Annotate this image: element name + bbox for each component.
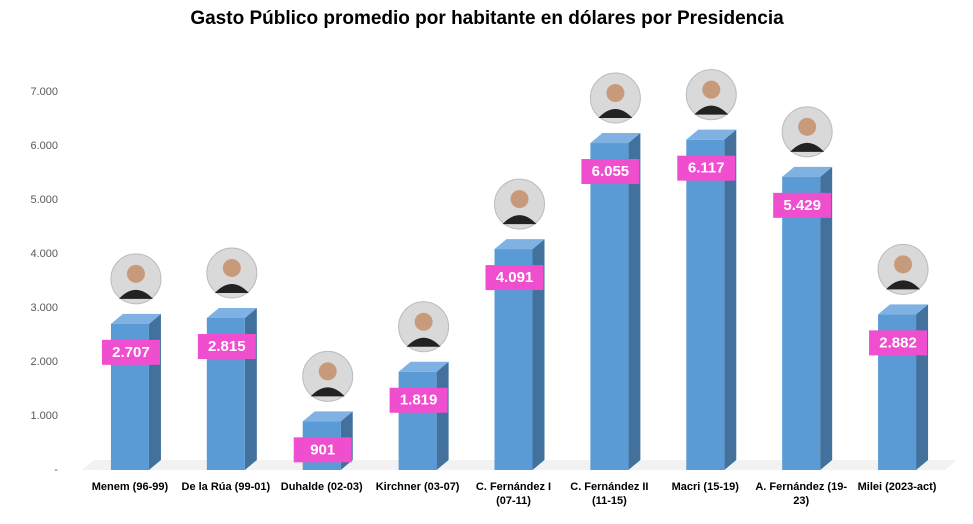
x-tick-label: Milei (2023-act) [857,481,937,493]
portrait-body [694,105,729,115]
y-tick-label: - [54,464,58,476]
bar-top [302,411,353,422]
bar-side [628,133,641,470]
x-tick-label: Kirchner (03-07) [375,481,460,493]
portrait-body [790,142,825,152]
bar [590,143,629,470]
bar-top [878,304,929,315]
portrait-head [606,84,625,103]
portrait [398,301,450,353]
portrait-head [318,362,337,381]
portrait-body [598,109,633,119]
value-label: 4.091 [496,269,534,286]
x-tick-label: Macri (15-19) [671,481,739,493]
y-tick-label: 2.000 [30,356,58,368]
chart-title: Gasto Público promedio por habitante en … [190,8,784,29]
x-tick-label: De la Rúa (99-01) [181,481,271,493]
value-label: 1.819 [400,392,438,409]
y-tick-label: 7.000 [30,86,58,98]
portrait-body [502,215,537,225]
bar-top [398,361,449,372]
portrait [110,253,162,305]
bar-side [916,304,929,470]
value-label-box [869,330,928,356]
bar [398,371,437,470]
portrait [781,106,833,158]
portrait-body [886,280,921,290]
x-tick-label: Menem (96-99) [91,481,169,493]
portrait-head [414,312,433,331]
x-tick-label: A. Fernández (19-23) [755,481,847,507]
portrait-head [894,255,913,274]
value-label: 2.882 [879,334,917,351]
value-label: 5.429 [783,197,821,214]
portrait-body [118,289,153,299]
portrait-head [510,190,529,209]
bar-side [244,307,257,470]
bar [686,139,725,470]
x-tick-label: C. Fernández II (11-15) [570,481,649,507]
value-label-box [101,339,160,365]
bar-top [206,307,257,318]
value-label-box [773,192,832,218]
value-label-box [677,155,736,181]
value-label-box [389,387,448,413]
x-tick-label: C. Fernández I (07-11) [475,481,552,507]
y-tick-label: 4.000 [30,248,58,260]
bar-top [686,129,737,140]
bar-side [148,313,161,470]
bar-side [724,129,737,470]
y-tick-label: 3.000 [30,302,58,314]
portrait-body [310,387,345,397]
portrait [206,247,258,299]
value-label: 2.707 [112,344,150,361]
value-label: 2.815 [208,338,246,355]
y-tick-label: 1.000 [30,410,58,422]
portrait-head [126,264,145,283]
bar-side [532,239,545,470]
value-label: 901 [310,441,335,458]
bar-side [820,166,833,471]
y-tick-label: 6.000 [30,140,58,152]
value-label-box [197,333,256,359]
portrait-head [222,258,241,277]
bar-top [782,166,833,177]
portrait [685,69,737,121]
y-tick-label: 5.000 [30,194,58,206]
portrait [877,243,929,295]
portrait-head [798,117,817,136]
portrait [302,350,354,402]
bar-side [436,361,449,470]
bar-top [590,133,641,144]
portrait [494,178,545,230]
portrait-body [214,283,249,293]
value-label: 6.055 [592,163,630,180]
value-label: 6.117 [688,160,725,177]
bar [782,176,821,471]
value-label-box [485,265,544,291]
bar-top [110,313,161,324]
portrait-head [702,80,721,99]
value-label-box [581,159,640,185]
bar-top [494,239,545,250]
portrait-body [406,337,441,347]
x-tick-label: Duhalde (02-03) [280,481,363,493]
value-label-box [293,437,352,463]
portrait [589,72,641,124]
